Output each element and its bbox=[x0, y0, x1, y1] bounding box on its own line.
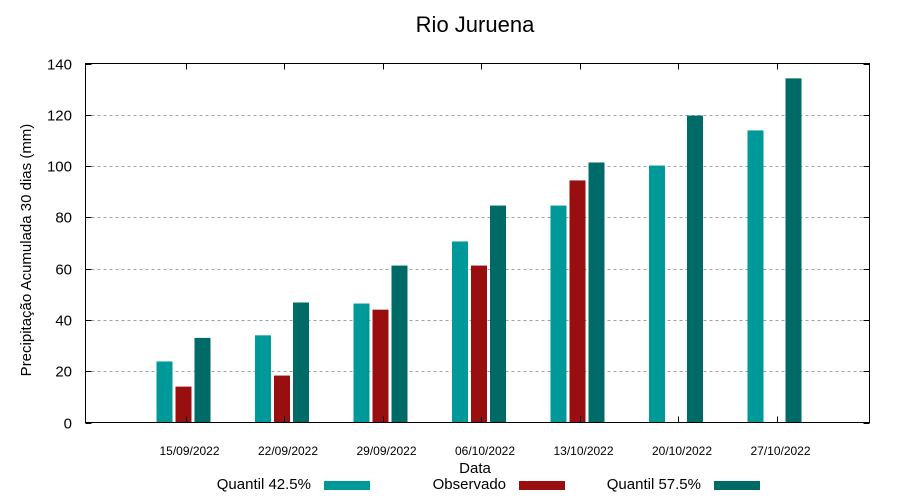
bar-observado bbox=[175, 386, 192, 423]
bar-quantil-42-5- bbox=[156, 361, 173, 423]
x-tick-label: 06/10/2022 bbox=[455, 444, 515, 458]
y-tick-label: 120 bbox=[47, 108, 72, 125]
legend: Quantil 42.5% Observado Quantil 57.5% bbox=[217, 476, 760, 493]
chart-title: Rio Juruena bbox=[416, 12, 535, 37]
x-tick-label: 20/10/2022 bbox=[652, 444, 712, 458]
bars bbox=[156, 78, 802, 423]
legend-swatch bbox=[324, 481, 370, 490]
legend-swatch bbox=[519, 481, 565, 490]
bar-observado bbox=[471, 265, 487, 423]
y-tick-label: 0 bbox=[64, 416, 72, 433]
x-tick-label: 13/10/2022 bbox=[553, 444, 613, 458]
bar-quantil-57-5- bbox=[490, 205, 506, 423]
bar-observado bbox=[274, 375, 290, 423]
bar-quantil-57-5- bbox=[391, 265, 408, 423]
plot-frame bbox=[85, 63, 870, 423]
legend-item: Observado bbox=[433, 476, 565, 493]
x-tick-label: 27/10/2022 bbox=[750, 444, 810, 458]
bar-quantil-57-5- bbox=[194, 337, 211, 423]
y-tick-label: 40 bbox=[55, 313, 72, 330]
x-tick-label: 29/09/2022 bbox=[356, 444, 416, 458]
bar-quantil-42-5- bbox=[649, 165, 665, 423]
bar-quantil-42-5- bbox=[353, 303, 370, 423]
y-axis-ticks: 0 20 40 60 80 100 120 140 bbox=[47, 57, 870, 433]
legend-label: Observado bbox=[433, 476, 506, 493]
legend-item: Quantil 42.5% bbox=[217, 476, 370, 493]
bar-observado bbox=[569, 180, 586, 423]
bar-quantil-57-5- bbox=[588, 162, 605, 423]
bar-quantil-42-5- bbox=[550, 205, 567, 423]
bar-quantil-42-5- bbox=[747, 130, 764, 423]
bar-observado bbox=[372, 309, 389, 423]
bar-quantil-57-5- bbox=[293, 302, 309, 423]
x-axis-label: Data bbox=[459, 460, 491, 477]
bar-quantil-42-5- bbox=[255, 335, 271, 423]
bar-quantil-42-5- bbox=[452, 241, 468, 423]
y-tick-label: 60 bbox=[55, 262, 72, 279]
y-axis-label: Precipitação Acumulada 30 dias (mm) bbox=[18, 124, 35, 377]
legend-item: Quantil 57.5% bbox=[607, 476, 760, 493]
x-axis-ticks: 15/09/2022 22/09/2022 29/09/2022 06/10/2022… bbox=[159, 63, 811, 458]
y-tick-label: 20 bbox=[55, 364, 72, 381]
y-tick-label: 80 bbox=[55, 210, 72, 227]
legend-label: Quantil 57.5% bbox=[607, 476, 701, 493]
y-tick-label: 140 bbox=[47, 57, 72, 74]
bar-quantil-57-5- bbox=[687, 115, 703, 423]
x-tick-label: 22/09/2022 bbox=[258, 444, 318, 458]
bar-quantil-57-5- bbox=[785, 78, 802, 423]
legend-label: Quantil 42.5% bbox=[217, 476, 311, 493]
y-tick-label: 100 bbox=[47, 159, 72, 176]
x-tick-label: 15/09/2022 bbox=[159, 444, 219, 458]
legend-swatch bbox=[714, 481, 760, 490]
